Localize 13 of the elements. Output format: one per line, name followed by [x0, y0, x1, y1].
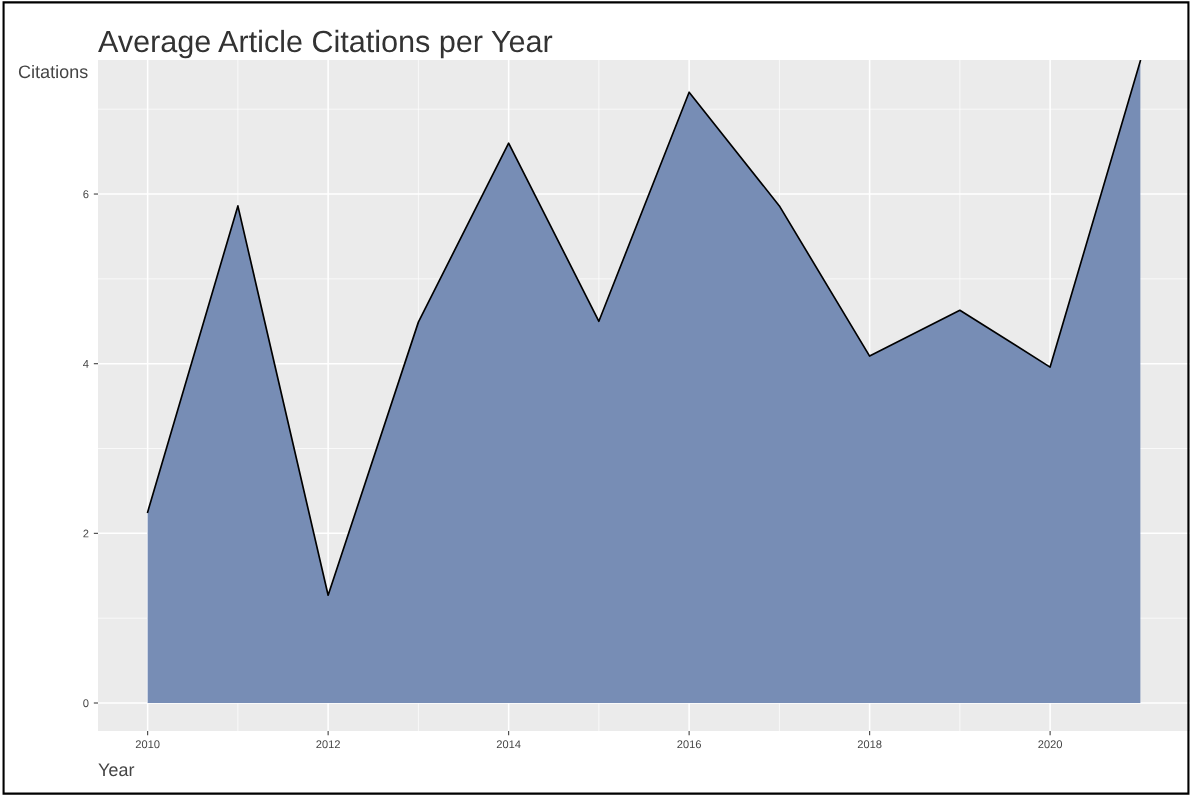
y-axis-title: Citations	[18, 64, 88, 79]
y-tick-label: 6	[83, 190, 89, 199]
x-tick-label: 2020	[1038, 740, 1063, 749]
x-axis-title: Year	[98, 763, 135, 777]
x-tick-label: 2016	[677, 740, 701, 749]
y-tick-label: 4	[83, 360, 89, 368]
y-tick-label: 0	[83, 699, 89, 708]
x-tick-label: 2012	[316, 740, 340, 749]
x-tick-label: 2010	[135, 740, 160, 749]
x-tick-label: 2018	[857, 740, 882, 749]
x-tick-label: 2014	[496, 740, 521, 749]
chart-title: Average Article Citations per Year	[98, 29, 553, 59]
y-tick-label: 2	[83, 529, 89, 538]
